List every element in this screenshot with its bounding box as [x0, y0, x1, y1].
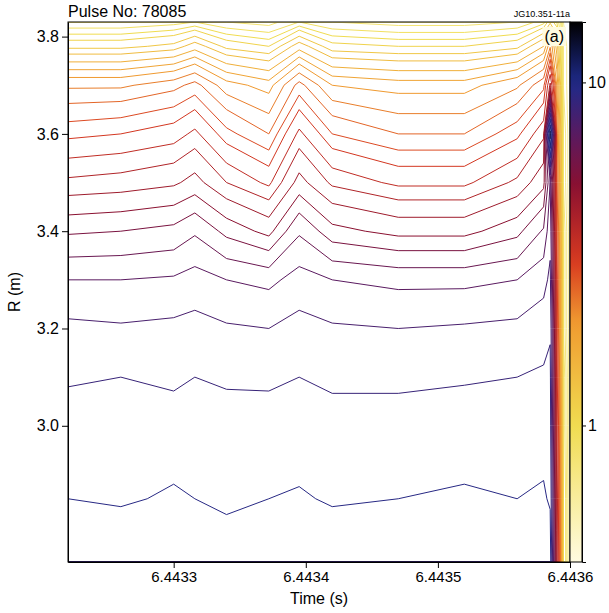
x-tick-label: 6.4435: [415, 568, 461, 585]
contour-line: [68, 22, 569, 562]
y-tick: 3.6: [37, 126, 68, 143]
contour-line: [68, 47, 561, 562]
y-tick: 3.4: [37, 223, 68, 240]
contour-line: [68, 88, 556, 562]
y-axis-line: [68, 23, 69, 563]
colorbar-axis-line: [583, 23, 587, 563]
contour-line: [68, 66, 559, 562]
colorbar-tick-mark: [582, 425, 586, 426]
contour-line: [68, 22, 567, 562]
x-tick: 6.4434: [283, 562, 329, 585]
y-tick-label: 3.6: [37, 126, 59, 143]
x-tick-label: 6.4433: [151, 568, 197, 585]
contour-line: [68, 23, 563, 562]
colorbar: [570, 22, 582, 562]
y-tick-label: 3.4: [37, 223, 59, 240]
colorbar-tick-label: 1: [588, 417, 597, 434]
contour-line: [68, 103, 554, 562]
figure-code: JG10.351-11a: [514, 9, 570, 19]
y-tick-mark: [62, 328, 68, 329]
contour-line: [68, 74, 558, 562]
x-axis: 6.4433 6.4434 6.4435 6.4436: [69, 562, 594, 585]
x-tick: 6.4436: [548, 562, 594, 585]
x-tick-label: 6.4436: [548, 568, 594, 585]
contour-line: [68, 53, 560, 562]
colorbar-axis: 1 10: [582, 23, 606, 563]
contour-line: [68, 59, 559, 562]
contour-line: [68, 22, 568, 562]
contour-line: [68, 113, 553, 562]
y-axis: 3.0 3.2 3.4 3.6 3.8: [37, 23, 69, 563]
y-tick: 3.8: [37, 28, 68, 45]
contour-line: [68, 22, 563, 562]
colorbar-tick-mark: [582, 82, 586, 83]
x-tick: 6.4433: [151, 562, 197, 585]
plot-frame: [68, 22, 570, 562]
contour-line: [549, 125, 551, 149]
x-tick: 6.4435: [415, 562, 461, 585]
y-tick: 3.2: [37, 320, 68, 337]
contour-line: [68, 41, 561, 562]
contour-line: [68, 91, 556, 562]
title: Pulse No: 78085: [68, 3, 186, 20]
colorbar-tick-label: 10: [588, 74, 606, 91]
x-axis-line: [69, 562, 571, 563]
contour-line: [68, 119, 552, 562]
y-tick-label: 3.8: [37, 28, 59, 45]
contours: [68, 22, 569, 562]
y-tick-mark: [62, 134, 68, 135]
contour-line: [68, 27, 562, 562]
y-tick-mark: [62, 37, 68, 38]
y-axis-title: R (m): [6, 272, 23, 312]
contour-line: [68, 95, 555, 562]
y-tick-label: 3.2: [37, 320, 59, 337]
contour-line: [68, 22, 563, 562]
chart: 6.4433 6.4434 6.4435 6.4436 3.0 3.2 3.4 3.6 3.8 1…: [0, 0, 609, 613]
x-axis-title: Time (s): [290, 590, 348, 607]
panel-label-patch: [542, 27, 566, 46]
contour-line: [549, 131, 551, 139]
y-tick-label: 3.0: [37, 417, 59, 434]
contour-line: [68, 32, 562, 562]
contour-line: [68, 22, 563, 562]
panel-label: (a): [544, 28, 564, 45]
y-tick-mark: [62, 231, 68, 232]
y-tick: 3.0: [37, 417, 68, 434]
contour-line: [68, 108, 553, 562]
contour-line: [68, 37, 561, 562]
colorbar-tick: 1: [582, 417, 597, 434]
contour-line: [68, 22, 566, 562]
colorbar-tick: 10: [582, 74, 606, 91]
x-tick-label: 6.4434: [283, 568, 329, 585]
y-tick-mark: [62, 426, 68, 427]
contour-line: [68, 83, 557, 562]
contour-line: [68, 99, 554, 562]
